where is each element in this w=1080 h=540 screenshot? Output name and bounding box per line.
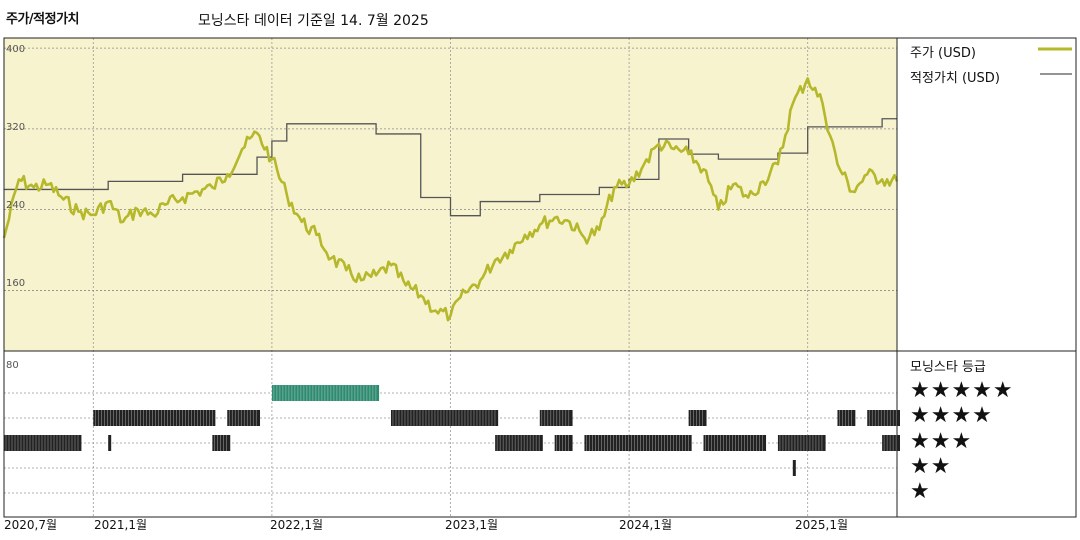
rating-span-bar — [882, 435, 900, 451]
rating-span-bar — [584, 435, 692, 451]
x-tick-label: 2020,7월 — [4, 518, 58, 532]
rating-title: 모닝스타 등급 — [910, 360, 986, 375]
legend-price-label: 주가 (USD) — [910, 46, 976, 61]
one-star-label: ★ — [910, 479, 931, 504]
legend-fair-value-label: 적정가치 (USD) — [910, 71, 1000, 86]
rating-span-bar — [495, 435, 543, 451]
three-star-label: ★★★ — [910, 429, 973, 454]
rating-span-bar — [390, 410, 499, 426]
price-line — [2, 77, 899, 322]
data-date-subtitle: 모닝스타 데이터 기준일 14. 7월 2025 — [198, 13, 429, 29]
y-tick-label: 400 — [6, 44, 26, 55]
rating-span-bar — [688, 410, 707, 426]
chart-frame — [3, 37, 1077, 518]
rating-span-bar — [837, 410, 856, 426]
x-tick-label: 2024,1월 — [619, 518, 673, 532]
x-tick-label: 2023,1월 — [445, 518, 499, 532]
rating-span-bar — [4, 435, 82, 451]
x-tick-label: 2022,1월 — [270, 518, 324, 532]
two-star-label: ★★ — [910, 454, 952, 479]
x-tick-label: 2025,1월 — [795, 518, 849, 532]
rating-span-bar — [777, 435, 826, 451]
five-star-label: ★★★★★ — [910, 378, 1014, 403]
y-tick-label: 320 — [6, 122, 26, 133]
rating-span-bar — [93, 410, 216, 426]
rating-span-bar — [108, 435, 112, 451]
rating-y-tick-label: 80 — [6, 360, 19, 371]
rating-span-bar — [271, 385, 380, 401]
y-tick-label: 240 — [6, 200, 26, 211]
rating-span-bar — [554, 435, 573, 451]
rating-span-bar — [792, 460, 796, 476]
four-star-label: ★★★★ — [910, 403, 993, 428]
chart-title: 주가/적정가치 — [6, 12, 80, 27]
y-tick-label: 160 — [6, 278, 26, 289]
fair-value-line — [4, 118, 897, 217]
x-tick-label: 2021,1월 — [94, 518, 148, 532]
rating-span-bar — [212, 435, 231, 451]
